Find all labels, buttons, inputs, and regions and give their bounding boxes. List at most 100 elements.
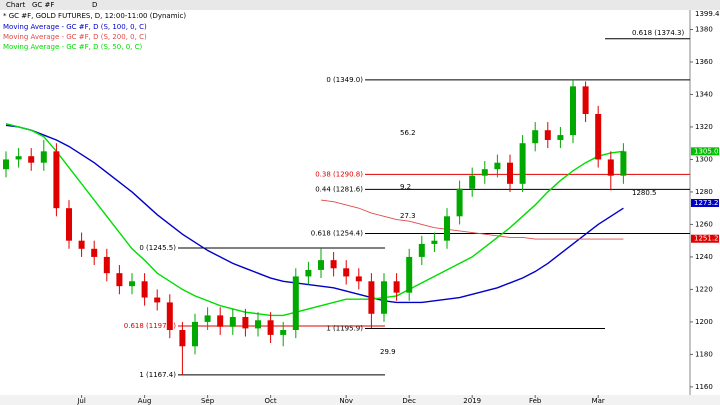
toolbar-item[interactable]: GC #F	[32, 1, 54, 9]
price-tag-label: 1305.0	[694, 147, 719, 155]
candle-body	[267, 320, 274, 335]
candle-body	[192, 321, 198, 347]
candle-body	[355, 276, 362, 282]
legend-entry: Moving Average - GC #F, D (S, 50, 0, C)	[3, 43, 143, 51]
candle-body	[431, 240, 438, 244]
candle-body	[406, 256, 413, 293]
candle-body	[255, 320, 261, 329]
toolbar-item[interactable]: D	[92, 1, 97, 9]
candle-body	[620, 151, 627, 176]
candle-body	[129, 281, 135, 287]
x-tick-label: Feb	[529, 397, 542, 405]
y-tick-label: 1200	[695, 318, 713, 326]
candle-body	[242, 317, 249, 329]
x-axis-band	[0, 395, 720, 405]
y-tick-label: 1220	[695, 285, 713, 293]
y-tick-label: 1340	[695, 90, 713, 98]
legend-entry: Moving Average - GC #F, D (S, 100, 0, C)	[3, 23, 147, 31]
y-tick-label: 1240	[695, 253, 713, 261]
x-tick-label: Dec	[402, 397, 416, 405]
fib-label: 0.618 (1197.5)	[124, 322, 176, 330]
candle-body	[305, 269, 312, 277]
corner-label: 1399.4	[695, 10, 720, 18]
annotation-note: 27.3	[400, 212, 416, 220]
x-tick-label: Mar	[592, 397, 605, 405]
y-tick-label: 1280	[695, 188, 713, 196]
y-tick-label: 1320	[695, 123, 713, 131]
candle-body	[141, 281, 148, 298]
annotation-note: 56.2	[400, 129, 416, 137]
price-tag	[691, 147, 719, 156]
candle-body	[381, 281, 387, 314]
candle-body	[66, 208, 72, 241]
x-tick-label: 2019	[463, 397, 481, 405]
fib-label: 0.44 (1281.6)	[315, 185, 363, 193]
candle-body	[368, 281, 375, 314]
candle-body	[292, 276, 299, 331]
candle-body	[179, 330, 186, 347]
candle-body	[91, 248, 98, 257]
candle-body	[53, 151, 60, 209]
fib-label: 1 (1195.9)	[326, 325, 363, 333]
candle-body	[28, 156, 35, 163]
y-tick-label: 1160	[695, 383, 713, 391]
candle-body	[166, 302, 173, 331]
candle-body	[570, 86, 576, 136]
candle-body	[494, 162, 501, 170]
candle-body	[557, 135, 564, 140]
candle-body	[582, 86, 589, 114]
candle-body	[393, 281, 400, 293]
annotation-note: 9.2	[400, 183, 411, 191]
x-tick-label: Oct	[265, 397, 277, 405]
chart-title: * GC #F, GOLD FUTURES, D, 12:00-11:00 (D…	[3, 12, 186, 20]
legend-entry: Moving Average - GC #F, D (S, 200, 0, C)	[3, 33, 147, 41]
candle-body	[116, 273, 123, 287]
y-tick-label: 1260	[695, 220, 713, 228]
candle-body	[78, 240, 85, 249]
candle-body	[519, 143, 526, 184]
candle-body	[507, 162, 513, 184]
candle-body	[330, 260, 337, 269]
candle-body	[280, 330, 287, 335]
candle-body	[607, 159, 614, 176]
candle-body	[217, 315, 224, 327]
candle-body	[532, 130, 539, 144]
fib-label: 1 (1167.4)	[139, 371, 176, 379]
x-tick-label: Nov	[339, 397, 353, 405]
toolbar	[0, 0, 720, 10]
moving-average-line	[320, 199, 624, 240]
candle-body	[469, 175, 476, 189]
candle-body	[3, 159, 9, 170]
candle-body	[229, 317, 236, 327]
candle-body	[154, 297, 161, 303]
x-tick-label: Aug	[138, 397, 152, 405]
price-tag-label: 1273.2	[694, 199, 719, 207]
candle-body	[481, 169, 488, 176]
fib-label: 0.618 (1254.4)	[311, 230, 363, 238]
price-tag	[691, 198, 719, 207]
moving-average-line	[5, 124, 624, 304]
moving-average-line	[5, 123, 624, 317]
fib-label: 0.38 (1290.8)	[315, 170, 363, 178]
annotation-note: 29.9	[380, 348, 396, 356]
fib-label: 0 (1349.0)	[326, 76, 363, 84]
candle-body	[343, 268, 350, 277]
annotation-note: 1280.5	[632, 189, 657, 197]
toolbar-item[interactable]: Chart	[6, 1, 25, 9]
candle-body	[444, 216, 450, 241]
candle-body	[103, 256, 110, 274]
price-tag	[691, 234, 719, 243]
y-tick-label: 1180	[695, 350, 713, 358]
x-tick-label: Jul	[76, 397, 86, 405]
candle-body	[544, 130, 551, 140]
y-tick-label: 1300	[695, 155, 713, 163]
fib-label: 0 (1245.5)	[139, 244, 176, 252]
price-tag-label: 1251.2	[694, 235, 719, 243]
candle-body	[204, 315, 211, 322]
candle-body	[456, 188, 463, 217]
candle-body	[40, 151, 47, 163]
x-tick-label: Sep	[201, 397, 215, 405]
y-tick-label: 1360	[695, 58, 713, 66]
